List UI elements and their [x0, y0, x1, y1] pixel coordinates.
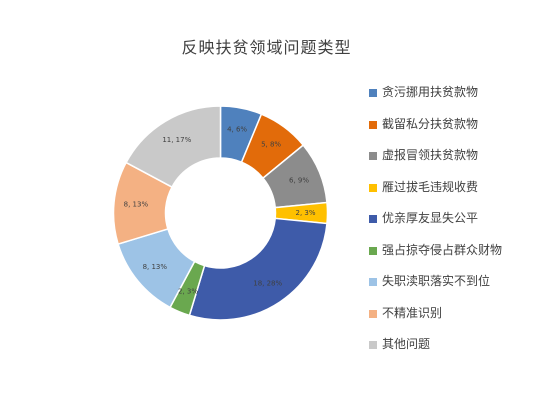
legend-label: 虚报冒领扶贫款物: [382, 148, 479, 162]
legend-swatch: [369, 246, 377, 255]
donut-slices: [112, 105, 329, 321]
legend-label: 优亲厚友显失公平: [382, 211, 479, 225]
chart-title: 反映扶贫领域问题类型: [181, 38, 352, 57]
legend-item: 优亲厚友显失公平: [369, 210, 509, 226]
slice-data-label: 5, 8%: [261, 141, 281, 149]
legend-swatch: [369, 120, 377, 129]
slice-data-label: 2, 3%: [178, 288, 198, 296]
legend-label: 失职渎职落实不到位: [382, 274, 491, 288]
donut-slice: [125, 105, 222, 189]
legend-swatch: [369, 89, 377, 97]
legend-swatch: [369, 183, 377, 192]
donut-slice: [188, 217, 328, 321]
legend-label: 其他问题: [382, 337, 431, 351]
slice-data-label: 11, 17%: [162, 136, 191, 144]
legend-swatch: [369, 341, 377, 349]
legend-label: 截留私分扶贫款物: [382, 116, 479, 131]
slice-data-label: 18, 28%: [253, 280, 282, 288]
legend-swatch: [369, 152, 377, 160]
legend-item: 失职渎职落实不到位: [369, 273, 509, 289]
legend-swatch: [369, 278, 377, 286]
legend-label: 不精准识别: [382, 305, 443, 320]
slice-data-label: 4, 6%: [227, 126, 247, 134]
legend-item: 不精准识别: [369, 305, 509, 321]
legend-label: 贪污挪用扶贫款物: [382, 85, 479, 99]
slice-data-label: 6, 9%: [289, 177, 309, 185]
legend-item: 贪污挪用扶贫款物: [369, 84, 509, 100]
legend-label: 雁过拔毛违规收费: [382, 179, 479, 194]
legend-item: 其他问题: [369, 336, 509, 352]
legend-item: 虚报冒领扶贫款物: [369, 147, 509, 163]
legend-item: 强占掠夺侵占群众财物: [369, 242, 509, 258]
legend-swatch: [369, 309, 377, 318]
legend-item: 截留私分扶贫款物: [369, 116, 509, 132]
legend-item: 雁过拔毛违规收费: [369, 179, 509, 195]
legend-label: 强占掠夺侵占群众财物: [382, 242, 503, 257]
donut-data-labels: 4, 6% 5, 8% 6, 9% 2, 3% 18, 28% 2, 3% 8, 13% 8,…: [124, 126, 316, 296]
legend-swatch: [369, 215, 377, 223]
slice-data-label: 8, 13%: [124, 201, 149, 209]
slice-data-label: 8, 13%: [143, 263, 168, 271]
slice-data-label: 2, 3%: [295, 209, 315, 217]
